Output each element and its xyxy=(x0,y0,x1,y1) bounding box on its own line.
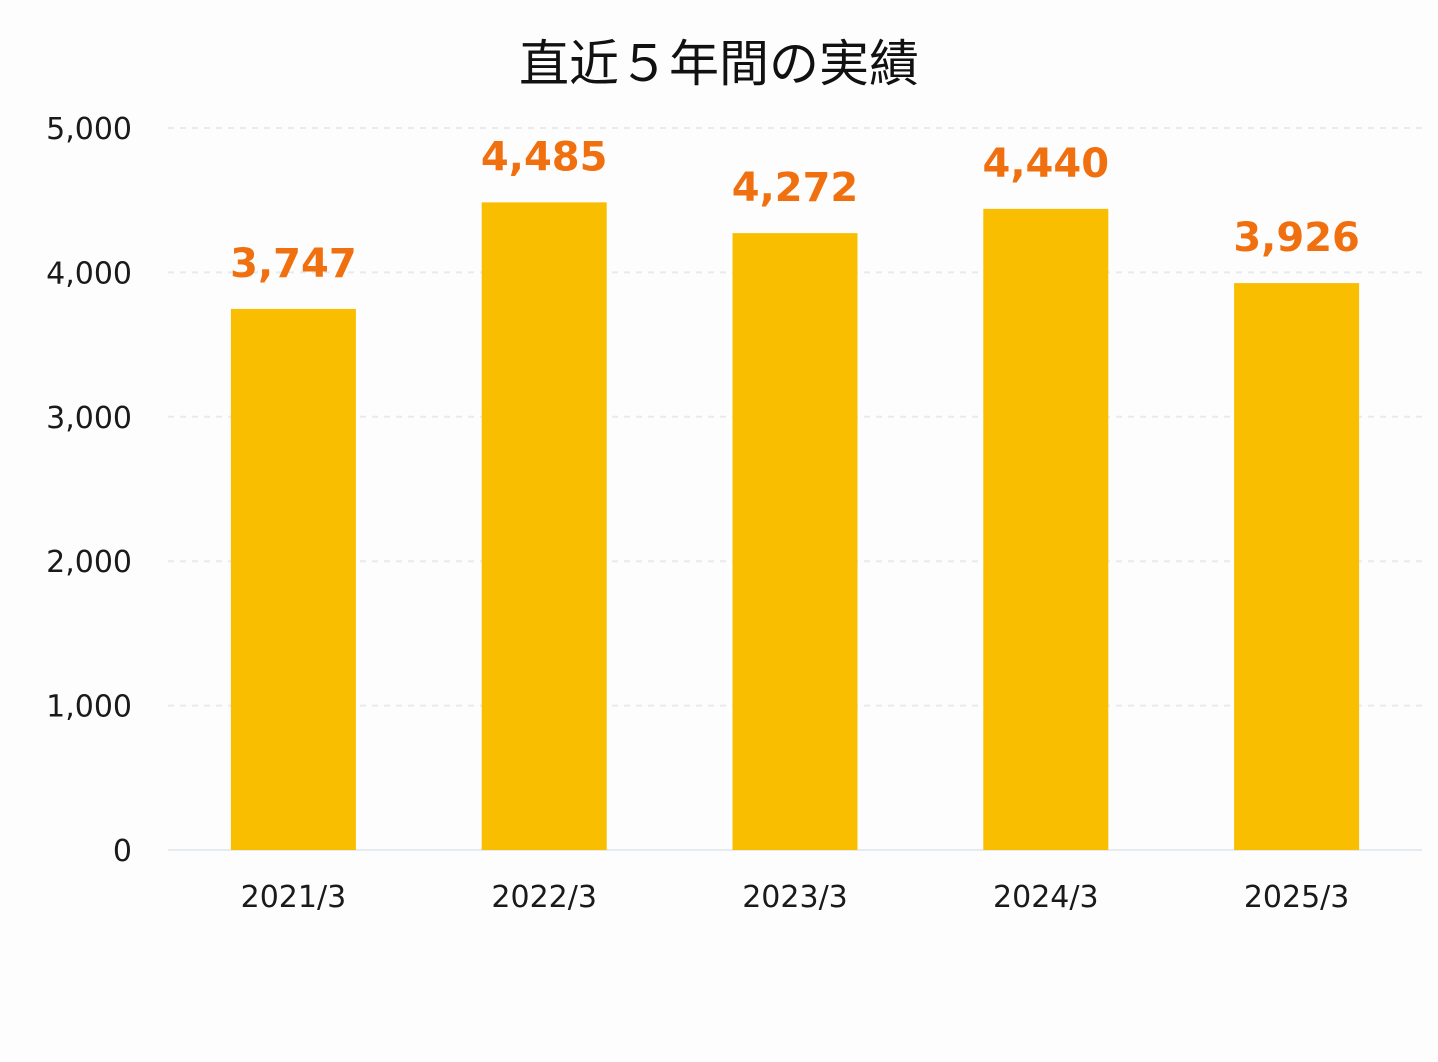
y-tick-label: 2,000 xyxy=(46,545,132,580)
bar xyxy=(1234,283,1360,851)
x-tick-label: 2024/3 xyxy=(993,880,1099,915)
data-label: 3,747 xyxy=(230,241,357,287)
bars xyxy=(230,202,1360,851)
data-label: 4,485 xyxy=(481,134,608,180)
x-axis-ticks: 2021/3 2022/3 2023/3 2024/3 2025/3 xyxy=(241,880,1350,915)
y-tick-label: 5,000 xyxy=(46,112,132,147)
bar xyxy=(732,233,858,851)
y-tick-label: 3,000 xyxy=(46,401,132,436)
y-tick-label: 4,000 xyxy=(46,256,132,291)
x-tick-label: 2023/3 xyxy=(742,880,848,915)
bar xyxy=(230,308,356,850)
data-label: 4,440 xyxy=(983,141,1110,187)
y-tick-label: 0 xyxy=(113,834,132,869)
y-tick-label: 1,000 xyxy=(46,690,132,725)
bar xyxy=(983,208,1109,850)
x-tick-label: 2025/3 xyxy=(1244,880,1350,915)
y-axis-ticks: 0 1,000 2,000 3,000 4,000 5,000 xyxy=(46,112,132,869)
data-label: 3,926 xyxy=(1233,215,1360,261)
data-label: 4,272 xyxy=(732,165,859,211)
x-tick-label: 2021/3 xyxy=(241,880,347,915)
data-labels: 3,747 4,485 4,272 4,440 3,926 xyxy=(230,134,1360,287)
chart-title: 直近５年間の実績 xyxy=(519,35,919,93)
bar xyxy=(481,202,607,851)
x-tick-label: 2022/3 xyxy=(491,880,597,915)
